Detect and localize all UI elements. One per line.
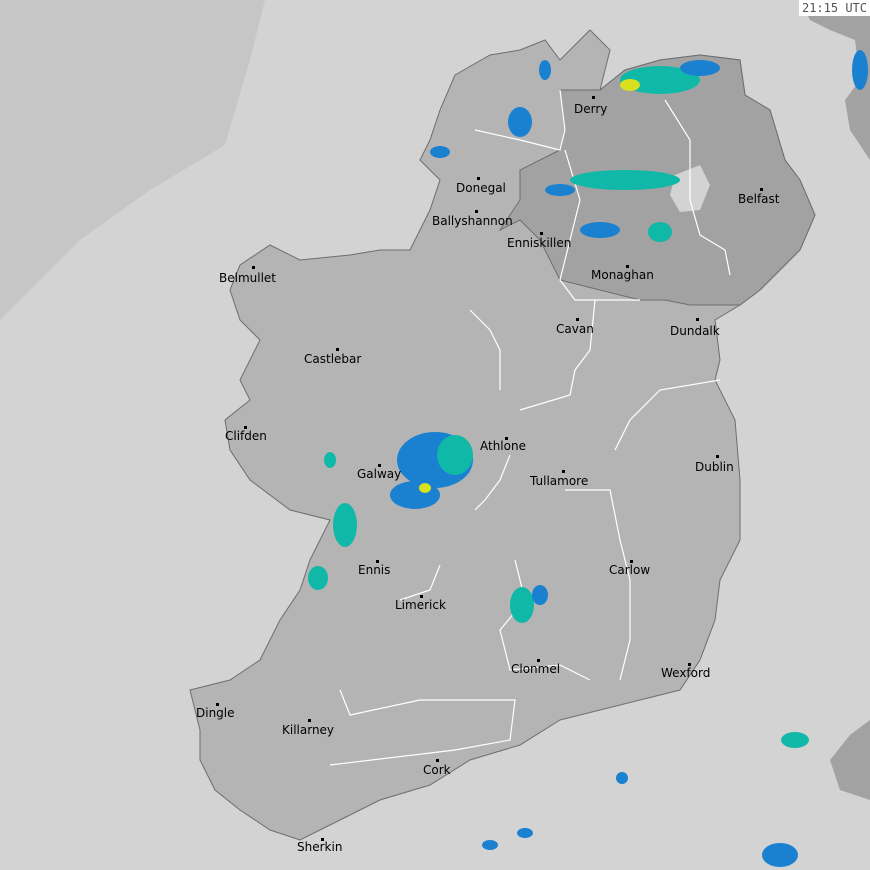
city-label: Belmullet [219, 271, 276, 285]
city-dot [308, 719, 311, 722]
city-dot [540, 232, 543, 235]
wales-coast [830, 720, 870, 800]
radar-echo [545, 184, 575, 196]
city-label: Clifden [225, 429, 267, 443]
radar-echo [532, 585, 548, 605]
city-label: Castlebar [304, 352, 362, 366]
city-label: Monaghan [591, 268, 654, 282]
radar-echo [620, 66, 700, 94]
city-dot [477, 177, 480, 180]
city-label: Dingle [196, 706, 235, 720]
city-dot [244, 426, 247, 429]
radar-echo [510, 587, 534, 623]
city-dot [252, 266, 255, 269]
radar-echo [570, 170, 680, 190]
city-dot [562, 470, 565, 473]
city-dot [436, 759, 439, 762]
radar-echo [482, 840, 498, 850]
radar-echo [648, 222, 672, 242]
city-dot [336, 348, 339, 351]
radar-echo [508, 107, 532, 137]
city-label: Tullamore [530, 474, 589, 488]
city-label: Donegal [456, 181, 506, 195]
city-dot [376, 560, 379, 563]
radar-echo [308, 566, 328, 590]
radar-echo [620, 79, 640, 91]
city-dot [592, 96, 595, 99]
city-dot [537, 659, 540, 662]
radar-echo [419, 483, 431, 493]
city-dot [420, 595, 423, 598]
radar-echo [539, 60, 551, 80]
radar-echo [437, 435, 473, 475]
scotland-coast [800, 0, 870, 160]
city-label: Ballyshannon [432, 214, 513, 228]
radar-echo [430, 146, 450, 158]
city-dot [378, 464, 381, 467]
city-label: Dublin [695, 460, 734, 474]
city-dot [216, 703, 219, 706]
timestamp-label: 21:15 UTC [798, 0, 870, 16]
city-label: Ennis [358, 563, 391, 577]
city-dot [688, 663, 691, 666]
city-label: Athlone [480, 439, 526, 453]
city-label: Belfast [738, 192, 780, 206]
radar-echo [852, 50, 868, 90]
city-dot [626, 265, 629, 268]
city-label: Wexford [661, 666, 711, 680]
city-label: Clonmel [511, 662, 561, 676]
city-label: Cavan [556, 322, 594, 336]
city-label: Cork [423, 763, 451, 777]
radar-echo [781, 732, 809, 748]
city-dot [576, 318, 579, 321]
radar-echo [616, 772, 628, 784]
city-label: Enniskillen [507, 236, 572, 250]
city-label: Galway [357, 467, 402, 481]
radar-echo [580, 222, 620, 238]
radar-echo [390, 481, 440, 509]
radar-echo [333, 503, 357, 547]
outer-ocean [0, 0, 265, 320]
city-dot [505, 437, 508, 440]
city-dot [760, 188, 763, 191]
city-dot [696, 318, 699, 321]
radar-echo [517, 828, 533, 838]
city-label: Derry [574, 102, 608, 116]
city-label: Killarney [282, 723, 335, 737]
city-dot [630, 560, 633, 563]
city-label: Limerick [395, 598, 446, 612]
city-dot [716, 455, 719, 458]
city-dot [475, 210, 478, 213]
county-borders [329, 89, 731, 766]
radar-echo [324, 452, 336, 468]
radar-echo [680, 60, 720, 76]
city-label: Dundalk [670, 324, 720, 338]
city-label: Sherkin [297, 840, 343, 854]
radar-echoes [308, 50, 868, 867]
city-dot [321, 838, 324, 841]
city-label: Carlow [609, 563, 651, 577]
radar-echo [762, 843, 798, 867]
